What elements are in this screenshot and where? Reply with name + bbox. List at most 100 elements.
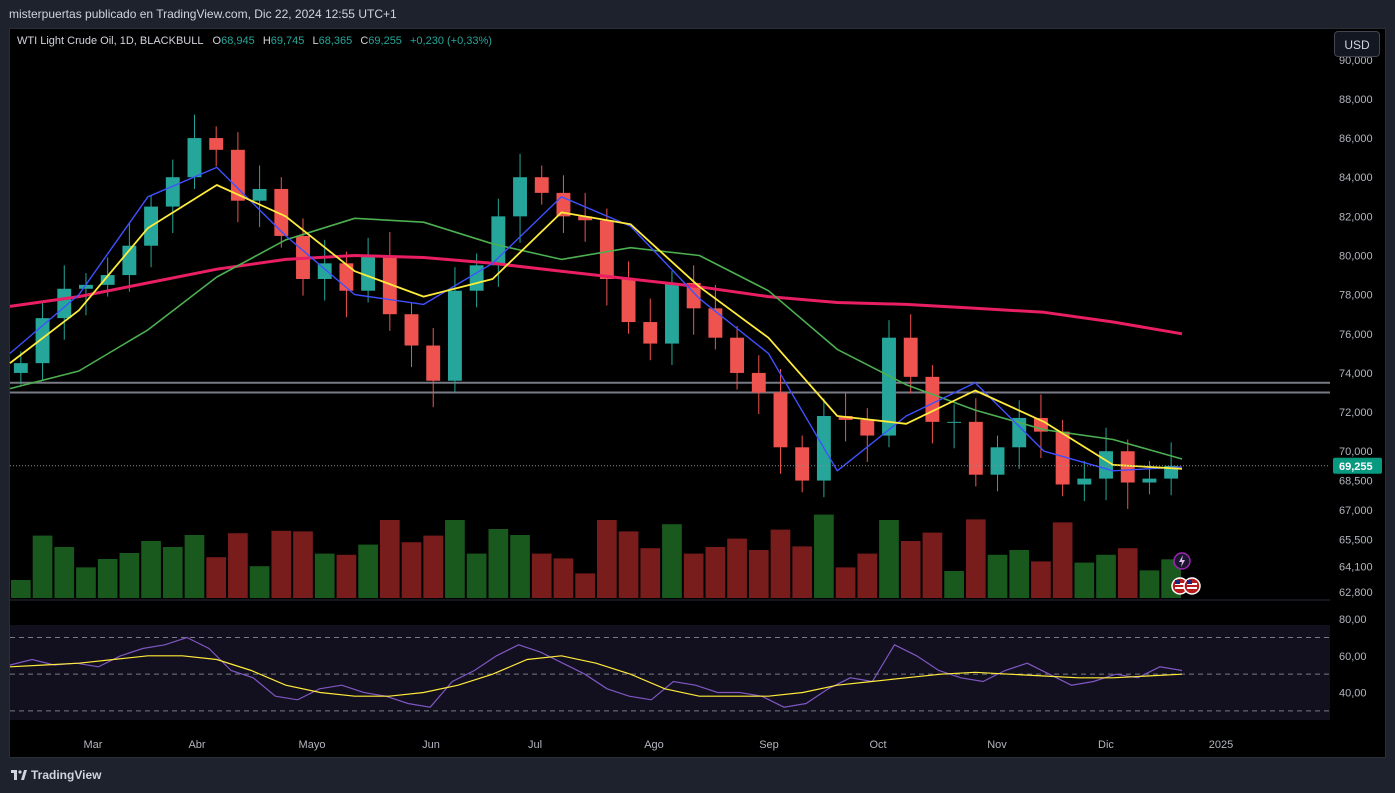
last-price-label: 69,255 [1339,461,1373,473]
published-info: misterpuertas publicado en TradingView.c… [9,7,397,21]
low-value: 68,365 [318,35,353,47]
top-bar: misterpuertas publicado en TradingView.c… [0,0,1395,28]
volume-bar [184,535,205,598]
candle-body [209,138,224,150]
candle-body [947,421,962,423]
volume-bar [314,553,335,598]
rsi-ma-line [9,655,1183,697]
candle-body [730,337,745,373]
candle-body [968,421,983,475]
candle-body [404,314,419,346]
volume-bar [575,573,595,598]
flash-glyph [1179,555,1185,567]
volume-bar [1139,570,1160,598]
change-value: +0,230 (+0,33%) [410,35,492,47]
symbol-legend: WTI Light Crude Oil, 1D, BLACKBULL O68,9… [17,35,497,47]
us-flag-stripe [1187,587,1197,589]
volume-bar [597,520,617,598]
price-tick-label: 90,000 [1339,55,1373,67]
volume-bar [488,529,509,598]
volume-bar [835,567,856,598]
candle-body [165,177,180,207]
ma-fast-line [9,166,1183,472]
volume-bar [944,571,964,598]
volume-bar [32,535,53,598]
volume-bar [445,520,465,598]
price-tick-label: 62,800 [1339,587,1373,599]
price-tick-label: 80,000 [1339,251,1373,263]
rsi-tick-label: 80,00 [1339,614,1367,626]
close-label: C [360,35,369,47]
price-tick-label: 67,000 [1339,505,1373,517]
price-tick-label: 84,000 [1339,172,1373,184]
candle-body [751,372,766,393]
candle-body [534,177,549,193]
rsi-band [10,625,1330,720]
month-label: Dic [1098,739,1114,751]
volume-bar [271,530,292,598]
volume-bar [401,542,422,598]
volume-bar [792,546,813,598]
tradingview-brand: TradingView [31,768,102,782]
volume-bar [510,535,530,598]
candle-body [1120,451,1135,483]
volume-bar [206,557,227,598]
volume-bar [814,514,834,598]
month-label: Jul [528,739,542,751]
volume-bar [770,529,791,598]
us-flag-canton [1175,580,1180,584]
volume-bar [618,531,639,598]
close-value: 69,255 [368,35,402,47]
volume-bar [249,566,270,598]
volume-bar [965,519,986,598]
volume-bar [531,553,552,598]
volume-bar [1009,550,1030,598]
month-label: Sep [759,739,779,751]
month-label: Nov [987,739,1007,751]
candle-body [1077,478,1092,485]
ma-mid-line [9,184,1183,470]
us-flag-canton [1187,580,1192,584]
candle-body [925,376,940,422]
high-label: H [262,35,271,47]
candle-body [578,216,593,221]
candle-body [252,188,267,201]
symbol-name: WTI Light Crude Oil, 1D, BLACKBULL [17,35,204,47]
volume-bar [358,544,378,598]
candle-body [100,275,115,285]
price-tick-label: 86,000 [1339,133,1373,145]
volume-bar [336,554,357,598]
price-tick-label: 68,500 [1339,476,1373,488]
month-label: Jun [422,739,440,751]
volume-bar [640,548,661,598]
tradingview-logo[interactable]: TradingView [11,768,101,782]
candle-body [274,188,289,236]
candle-body [230,149,245,201]
candle-body [469,265,484,291]
volume-bar [748,550,769,598]
month-label: Mar [84,739,103,751]
candle-body [317,263,332,279]
price-tick-label: 65,500 [1339,534,1373,546]
candle-body [599,220,614,279]
price-tick-label: 88,000 [1339,94,1373,106]
last-price-tag [1333,457,1382,474]
volume-bar [900,541,921,598]
volume-bar [11,580,31,598]
volume-bar [727,538,747,598]
candle-body [447,290,462,381]
volume-bar [987,554,1008,598]
currency-button[interactable]: USD [1334,31,1380,57]
ma-long-line [9,254,1183,336]
volume-bar [662,524,682,598]
tradingview-icon [11,770,27,780]
month-label: 2025 [1209,739,1233,751]
candle-body [361,255,376,291]
price-tick-label: 76,000 [1339,329,1373,341]
volume-bar [922,532,943,598]
volume-bar [683,553,704,598]
bottom-bar [0,758,1395,793]
candle-body [513,177,527,217]
candle-body [426,345,441,381]
